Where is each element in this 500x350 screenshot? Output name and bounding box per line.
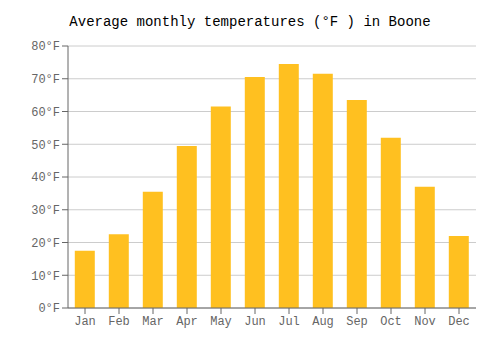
- svg-text:50°F: 50°F: [31, 139, 60, 153]
- html-text:Average monthly temperatures (: Average monthly temperatures (°F ) in Bo…: [69, 14, 431, 30]
- svg-text:40°F: 40°F: [31, 171, 60, 185]
- svg-text:20°F: 20°F: [31, 237, 60, 251]
- svg-text:Apr: Apr: [176, 315, 198, 329]
- svg-text:10°F: 10°F: [31, 270, 60, 284]
- svg-text:Oct: Oct: [380, 315, 402, 329]
- svg-text:Nov: Nov: [414, 315, 436, 329]
- svg-text:Feb: Feb: [108, 315, 130, 329]
- svg-text:70°F: 70°F: [31, 73, 60, 87]
- svg-text:Dec: Dec: [448, 315, 470, 329]
- svg-text:Jul: Jul: [278, 315, 300, 329]
- svg-text:Sep: Sep: [346, 315, 368, 329]
- svg-text:30°F: 30°F: [31, 204, 60, 218]
- svg-text:Mar: Mar: [142, 315, 164, 329]
- svg-text:Jun: Jun: [244, 315, 266, 329]
- svg-text:Aug: Aug: [312, 315, 334, 329]
- svg-text:80°F: 80°F: [31, 40, 60, 54]
- svg-text:Jan: Jan: [74, 315, 96, 329]
- svg-text:May: May: [210, 315, 232, 329]
- svg-text:60°F: 60°F: [31, 106, 60, 120]
- svg-text:0°F: 0°F: [38, 302, 60, 316]
